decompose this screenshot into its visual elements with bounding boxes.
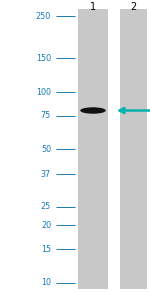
- Text: 2: 2: [130, 2, 137, 12]
- Text: 15: 15: [41, 245, 51, 254]
- Text: 250: 250: [36, 12, 51, 21]
- Text: 10: 10: [41, 278, 51, 287]
- Text: 1: 1: [90, 2, 96, 12]
- Text: 100: 100: [36, 88, 51, 96]
- Text: 50: 50: [41, 145, 51, 154]
- Text: 75: 75: [41, 111, 51, 120]
- Text: 37: 37: [41, 170, 51, 179]
- Bar: [78, 9, 108, 289]
- Text: 20: 20: [41, 221, 51, 230]
- Bar: [120, 9, 147, 289]
- Text: 150: 150: [36, 54, 51, 63]
- Text: 25: 25: [41, 202, 51, 211]
- Ellipse shape: [80, 107, 106, 114]
